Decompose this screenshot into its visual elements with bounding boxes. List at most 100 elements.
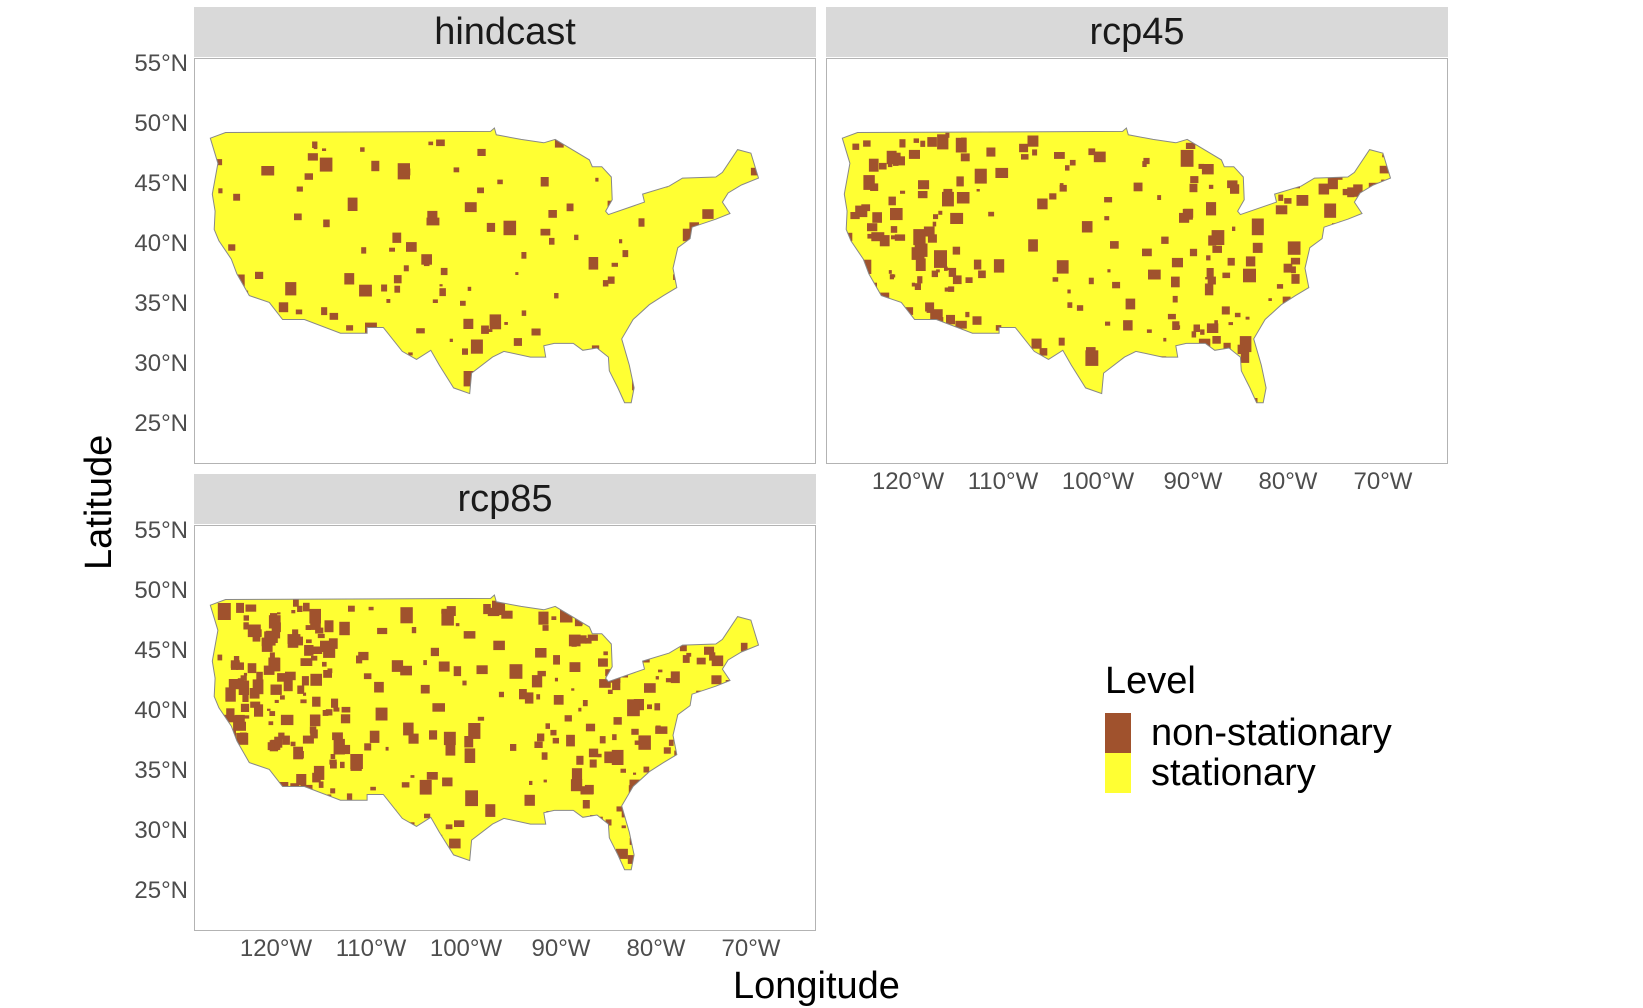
nonstationary-cell	[959, 365, 971, 374]
nonstationary-cell	[696, 299, 706, 313]
nonstationary-cell	[323, 831, 335, 842]
nonstationary-cell	[510, 744, 517, 751]
nonstationary-cell	[268, 615, 281, 629]
nonstationary-cell	[1237, 344, 1245, 354]
nonstationary-cell	[724, 770, 734, 780]
nonstationary-cell	[739, 728, 745, 733]
nonstationary-cell	[690, 615, 702, 625]
nonstationary-cell	[689, 222, 699, 230]
nonstationary-cell	[247, 867, 255, 870]
nonstationary-cell	[531, 675, 543, 688]
nonstationary-cell	[721, 723, 731, 730]
nonstationary-cell	[1050, 371, 1054, 377]
nonstationary-cell	[234, 844, 238, 849]
nonstationary-cell	[599, 390, 607, 398]
nonstationary-cell	[1206, 202, 1217, 216]
nonstationary-cell	[1265, 324, 1277, 336]
nonstationary-cell	[753, 687, 759, 695]
nonstationary-cell	[564, 715, 572, 722]
nonstationary-cell	[996, 382, 1003, 391]
nonstationary-cell	[440, 267, 448, 276]
nonstationary-cell	[967, 359, 980, 369]
nonstationary-cell	[240, 675, 247, 681]
nonstationary-cell	[312, 696, 321, 707]
nonstationary-cell	[503, 220, 517, 236]
nonstationary-cell	[679, 643, 687, 652]
nonstationary-cell	[1185, 142, 1196, 149]
nonstationary-cell	[1251, 218, 1264, 236]
nonstationary-cell	[682, 228, 694, 242]
nonstationary-cell	[912, 367, 920, 373]
nonstationary-cell	[914, 243, 928, 257]
nonstationary-cell	[463, 318, 474, 329]
nonstationary-cell	[872, 396, 877, 401]
nonstationary-cell	[486, 403, 490, 407]
nonstationary-cell	[694, 766, 703, 778]
nonstationary-cell	[585, 723, 596, 732]
nonstationary-cell	[307, 843, 319, 859]
nonstationary-cell	[1065, 373, 1071, 381]
nonstationary-cell	[267, 866, 272, 870]
nonstationary-cell	[449, 838, 461, 849]
lat-tick: 45°N	[134, 170, 188, 197]
nonstationary-cell	[582, 800, 590, 809]
nonstationary-cell	[868, 279, 873, 283]
lon-tick: 120°W	[871, 468, 945, 495]
nonstationary-cell	[946, 314, 955, 325]
nonstationary-cell	[557, 814, 562, 819]
nonstationary-cell	[1148, 269, 1161, 280]
nonstationary-cell	[955, 320, 967, 329]
nonstationary-cell	[1240, 351, 1250, 363]
nonstationary-cell	[616, 848, 628, 859]
nonstationary-cell	[695, 372, 702, 381]
nonstationary-cell	[705, 772, 710, 777]
nonstationary-cell	[725, 602, 734, 612]
nonstationary-cell	[861, 345, 866, 350]
nonstationary-cell	[540, 228, 551, 236]
nonstationary-cell	[728, 732, 738, 743]
nonstationary-cell	[551, 616, 557, 620]
nonstationary-cell	[385, 746, 389, 751]
nonstationary-cell	[392, 232, 402, 243]
nonstationary-cell	[315, 627, 324, 634]
nonstationary-cell	[275, 820, 281, 824]
nonstationary-cell	[757, 264, 759, 274]
nonstationary-cell	[408, 352, 413, 356]
nonstationary-cell	[426, 217, 440, 226]
nonstationary-cell	[1318, 142, 1325, 149]
nonstationary-cell	[1382, 376, 1386, 380]
nonstationary-cell	[654, 703, 661, 711]
nonstationary-cell	[420, 684, 430, 694]
nonstationary-cell	[287, 634, 301, 644]
nonstationary-cell	[1239, 336, 1252, 353]
nonstationary-cell	[381, 284, 388, 292]
nonstationary-cell	[950, 212, 964, 224]
nonstationary-cell	[890, 369, 895, 373]
nonstationary-cell	[934, 250, 947, 268]
nonstationary-cell	[591, 345, 600, 354]
nonstationary-cell	[267, 708, 271, 711]
nonstationary-cell	[1112, 281, 1121, 289]
nonstationary-cell	[1354, 248, 1358, 253]
nonstationary-cell	[886, 150, 897, 165]
nonstationary-cell	[1360, 299, 1371, 307]
nonstationary-cell	[1180, 149, 1194, 167]
nonstationary-cell	[753, 648, 759, 659]
nonstationary-cell	[411, 627, 417, 634]
nonstationary-cell	[269, 711, 276, 716]
nonstationary-cell	[1199, 389, 1209, 401]
nonstationary-cell	[1031, 338, 1042, 349]
nonstationary-cell	[647, 604, 657, 617]
map-hindcast-canvas	[209, 127, 760, 407]
nonstationary-cell	[293, 802, 300, 810]
nonstationary-cell	[894, 234, 906, 241]
nonstationary-cell	[757, 806, 759, 809]
nonstationary-cell	[550, 729, 557, 736]
nonstationary-cell	[262, 860, 273, 868]
nonstationary-cell	[571, 768, 583, 780]
lat-tick: 40°N	[134, 230, 188, 257]
nonstationary-cell	[255, 271, 264, 279]
nonstationary-cell	[249, 814, 260, 827]
nonstationary-cell	[1339, 221, 1352, 239]
nonstationary-cell	[703, 748, 716, 757]
